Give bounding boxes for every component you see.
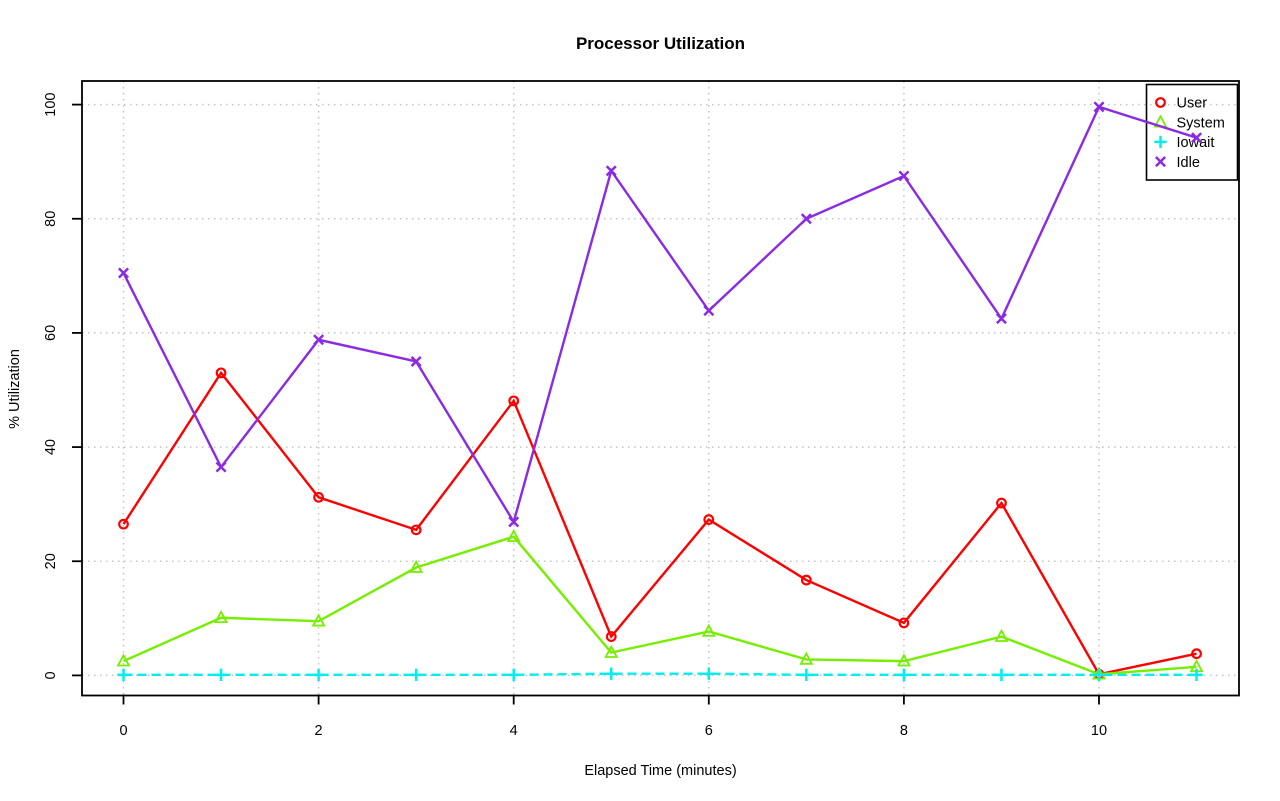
marker-idle xyxy=(410,355,422,367)
marker-iowait xyxy=(1190,668,1203,682)
x-tick-label: 10 xyxy=(1091,723,1107,739)
marker-idle xyxy=(898,170,910,182)
x-axis-label: Elapsed Time (minutes) xyxy=(584,763,736,779)
x-tick-label: 8 xyxy=(900,723,908,739)
legend: User System Iowait Idle xyxy=(1145,83,1239,181)
marker-system xyxy=(604,644,619,658)
marker-iowait xyxy=(409,668,423,682)
y-tick-label: 60 xyxy=(43,325,59,341)
marker-iowait xyxy=(507,668,520,682)
marker-idle xyxy=(508,516,520,528)
marker-system xyxy=(214,609,229,624)
marker-idle xyxy=(118,267,129,279)
marker-iowait xyxy=(702,667,715,680)
marker-user xyxy=(1191,648,1202,660)
y-tick-label: 100 xyxy=(43,92,59,116)
marker-iowait xyxy=(995,668,1008,682)
series-lines xyxy=(116,101,1204,682)
marker-user xyxy=(703,514,715,525)
marker-user xyxy=(215,367,227,379)
x-tick-label: 4 xyxy=(510,723,518,739)
marker-iowait xyxy=(605,667,618,680)
marker-user xyxy=(800,574,812,586)
marker-idle xyxy=(215,461,227,473)
legend-marker-idle xyxy=(1155,156,1166,168)
marker-idle xyxy=(313,334,325,346)
y-axis-label: % Utilization xyxy=(7,349,23,429)
marker-idle xyxy=(800,213,812,225)
x-tick-label: 2 xyxy=(315,723,323,739)
marker-user xyxy=(313,491,325,503)
marker-iowait xyxy=(117,668,130,682)
y-tick-label: 20 xyxy=(43,553,59,569)
series-line-system xyxy=(123,535,1197,676)
series-line-idle xyxy=(122,105,1197,525)
marker-user xyxy=(996,497,1007,509)
gridlines xyxy=(82,81,1239,696)
marker-system xyxy=(311,613,326,627)
marker-iowait xyxy=(312,668,325,682)
y-tick-label: 0 xyxy=(43,671,59,679)
legend-marker-user xyxy=(1155,97,1166,108)
series-line-iowait xyxy=(123,672,1197,677)
marker-idle xyxy=(703,305,715,317)
marker-user xyxy=(118,518,129,530)
marker-iowait xyxy=(897,668,911,682)
marker-idle xyxy=(995,313,1007,325)
marker-iowait xyxy=(800,668,813,682)
marker-system xyxy=(896,653,911,667)
marker-system xyxy=(799,651,814,665)
x-tick-label: 0 xyxy=(119,723,127,739)
marker-idle xyxy=(605,165,617,177)
series-line-user xyxy=(122,370,1197,676)
marker-system xyxy=(506,528,521,542)
y-tick-label: 80 xyxy=(43,211,59,227)
marker-user xyxy=(508,395,520,407)
marker-idle xyxy=(1191,132,1203,144)
marker-user xyxy=(898,617,910,629)
chart-title: Processor Utilization xyxy=(576,34,745,53)
marker-user xyxy=(410,524,422,536)
legend-label-user: User xyxy=(1177,96,1208,112)
marker-idle xyxy=(1093,101,1105,113)
legend-border xyxy=(1145,83,1239,181)
marker-system xyxy=(409,559,424,573)
marker-user xyxy=(605,631,617,642)
marker-iowait xyxy=(214,668,228,682)
legend-marker-iowait xyxy=(1154,135,1167,149)
legend-label-iowait: Iowait xyxy=(1177,135,1215,151)
marker-system xyxy=(701,623,716,637)
plot-border xyxy=(81,80,1240,697)
legend-label-idle: Idle xyxy=(1177,155,1200,171)
y-tick-label: 40 xyxy=(43,439,59,455)
marker-iowait xyxy=(1092,668,1106,682)
legend-label-system: System xyxy=(1177,115,1225,131)
marker-system xyxy=(116,653,131,667)
x-tick-label: 6 xyxy=(705,723,713,739)
marker-system xyxy=(994,628,1009,642)
